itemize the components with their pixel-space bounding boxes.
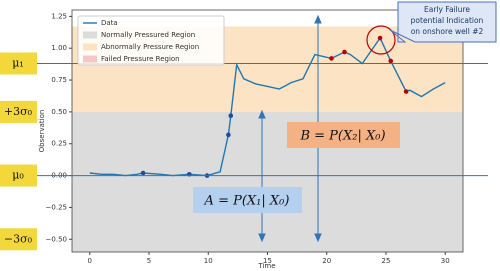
- axes: −0.50−0.250.000.250.500.751.001.250 5 10 15…: [46, 9, 464, 265]
- arrow-b-heads: [314, 14, 322, 243]
- data-point: [342, 49, 347, 55]
- formula-b: B = P(X₂| X₀): [299, 129, 385, 144]
- y-tick-label: 1.00: [51, 44, 67, 52]
- data-point: [140, 170, 146, 176]
- data-point: [388, 58, 394, 64]
- legend-swatch: [83, 31, 97, 39]
- y-tick-label: 0.25: [51, 140, 67, 148]
- data-point: [226, 132, 231, 138]
- reference-label: +3σ₀: [4, 105, 33, 118]
- data-point: [403, 89, 409, 94]
- reference-box: [0, 100, 37, 123]
- legend: Data Normally Pressured Region Abnormally …: [77, 15, 225, 66]
- data-point: [228, 113, 234, 119]
- y-tick-label: 0.75: [51, 76, 67, 84]
- formula-a: A = P(X₁| X₀): [204, 194, 290, 209]
- reference-box: [0, 164, 37, 187]
- callout: Early Failure potential Indication on onsh…: [411, 5, 484, 36]
- reference-labels: μ₁ +3σ₀ μ₀ −3σ₀: [0, 52, 488, 251]
- y-tick-label: −0.25: [46, 203, 67, 211]
- data-point: [329, 56, 334, 61]
- x-tick-label: 25: [382, 257, 391, 265]
- highlight-circle: [366, 25, 396, 55]
- formula-a-box: [193, 187, 302, 213]
- callout-box: [389, 1, 497, 43]
- callout-text: Early Failure: [424, 5, 470, 14]
- formula-b-box: [287, 122, 400, 148]
- legend-label: Normally Pressured Region: [101, 31, 195, 39]
- x-tick-label: 5: [147, 257, 151, 265]
- reference-label: μ₁: [12, 56, 24, 69]
- x-tick-label: 0: [88, 257, 92, 265]
- reference-label: μ₀: [12, 169, 24, 182]
- x-tick-label: 30: [441, 257, 450, 265]
- legend-label: Data: [101, 19, 118, 27]
- legend-label: Failed Pressure Region: [101, 55, 180, 63]
- callout-text: on onshore well #2: [411, 27, 484, 36]
- legend-swatch: [83, 43, 97, 51]
- y-tick-label: 0.50: [51, 108, 67, 116]
- callout-text: potential Indication: [411, 16, 484, 25]
- y-tick-label: 1.25: [51, 12, 67, 20]
- legend-label: Abnormally Pressure Region: [101, 43, 199, 51]
- y-axis-label: Observation: [38, 110, 46, 153]
- y-tick-label: −0.50: [46, 235, 67, 243]
- region: [72, 111, 463, 252]
- x-tick-label: 20: [322, 257, 331, 265]
- arrow-a-heads: [258, 109, 266, 243]
- x-tick-label: 15: [263, 257, 272, 265]
- data-line: [89, 36, 446, 177]
- legend-box: [77, 15, 225, 66]
- x-tick-label: 10: [204, 257, 213, 265]
- x-axis-label: Time: [257, 262, 275, 270]
- legend-swatch: [83, 55, 97, 63]
- reference-box: [0, 52, 37, 75]
- marks: [89, 35, 446, 178]
- data-point: [377, 35, 383, 41]
- reference-box: [0, 228, 37, 251]
- reference-label: −3σ₀: [4, 232, 33, 245]
